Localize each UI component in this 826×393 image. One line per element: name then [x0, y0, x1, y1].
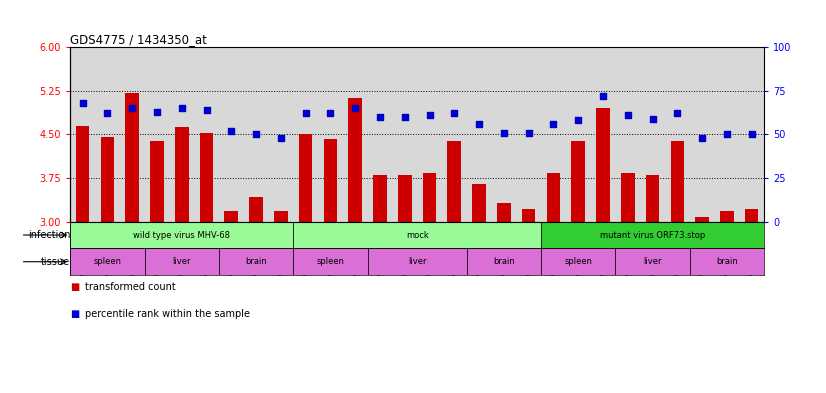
Text: spleen: spleen [93, 257, 121, 266]
Bar [70, 222, 293, 248]
Bar [175, 127, 188, 222]
Bar [225, 211, 238, 222]
Bar [70, 248, 145, 275]
Point [472, 121, 486, 127]
Bar [522, 209, 535, 222]
Bar [690, 248, 764, 275]
Text: brain: brain [493, 257, 515, 266]
Bar [293, 248, 368, 275]
Text: transformed count: transformed count [85, 282, 176, 292]
Point [249, 131, 263, 138]
Bar [101, 137, 114, 222]
Bar [621, 173, 634, 222]
Bar [299, 134, 312, 222]
Point [671, 110, 684, 117]
Point [175, 105, 188, 111]
Point [76, 100, 89, 106]
Point [448, 110, 461, 117]
Bar [373, 175, 387, 222]
Text: spleen: spleen [564, 257, 592, 266]
Point [398, 114, 411, 120]
Point [349, 105, 362, 111]
Point [497, 130, 510, 136]
Text: spleen: spleen [316, 257, 344, 266]
Point [745, 131, 758, 138]
Point [101, 110, 114, 117]
Point [621, 112, 634, 118]
Bar [126, 92, 139, 222]
Point [150, 108, 164, 115]
Bar [472, 184, 486, 222]
Bar [249, 197, 263, 222]
Text: percentile rank within the sample: percentile rank within the sample [85, 309, 250, 320]
Bar [398, 175, 411, 222]
Text: liver: liver [173, 257, 191, 266]
Point [572, 117, 585, 123]
Bar [541, 248, 615, 275]
Text: liver: liver [408, 257, 426, 266]
Point [373, 114, 387, 120]
Bar [274, 211, 287, 222]
Point [126, 105, 139, 111]
Bar [671, 141, 684, 222]
Point [299, 110, 312, 117]
Text: wild type virus MHV-68: wild type virus MHV-68 [133, 231, 230, 239]
Text: infection: infection [28, 230, 70, 240]
Text: ■: ■ [70, 282, 79, 292]
Bar [615, 248, 690, 275]
Bar [423, 173, 436, 222]
Point [200, 107, 213, 113]
Bar [324, 139, 337, 222]
Bar [646, 175, 659, 222]
Bar [219, 248, 293, 275]
Bar [745, 209, 758, 222]
Bar [145, 248, 219, 275]
Point [324, 110, 337, 117]
Bar [695, 217, 709, 222]
Bar [541, 222, 764, 248]
Text: brain: brain [716, 257, 738, 266]
Bar [497, 203, 510, 222]
Bar [368, 248, 467, 275]
Bar [76, 126, 89, 222]
Bar [596, 108, 610, 222]
Bar [467, 248, 541, 275]
Bar [572, 141, 585, 222]
Text: mock: mock [406, 231, 429, 239]
Text: GDS4775 / 1434350_at: GDS4775 / 1434350_at [70, 33, 207, 46]
Point [225, 128, 238, 134]
Point [695, 135, 709, 141]
Point [423, 112, 436, 118]
Text: brain: brain [245, 257, 267, 266]
Text: ■: ■ [70, 309, 79, 320]
Text: mutant virus ORF73.stop: mutant virus ORF73.stop [600, 231, 705, 239]
Bar [349, 98, 362, 222]
Point [522, 130, 535, 136]
Bar [720, 211, 733, 222]
Bar [547, 173, 560, 222]
Point [547, 121, 560, 127]
Bar [448, 141, 461, 222]
Point [274, 135, 287, 141]
Bar [150, 141, 164, 222]
Point [720, 131, 733, 138]
Text: tissue: tissue [41, 257, 70, 267]
Bar [200, 133, 213, 222]
Text: liver: liver [643, 257, 662, 266]
Bar [293, 222, 541, 248]
Point [646, 116, 659, 122]
Point [596, 93, 610, 99]
